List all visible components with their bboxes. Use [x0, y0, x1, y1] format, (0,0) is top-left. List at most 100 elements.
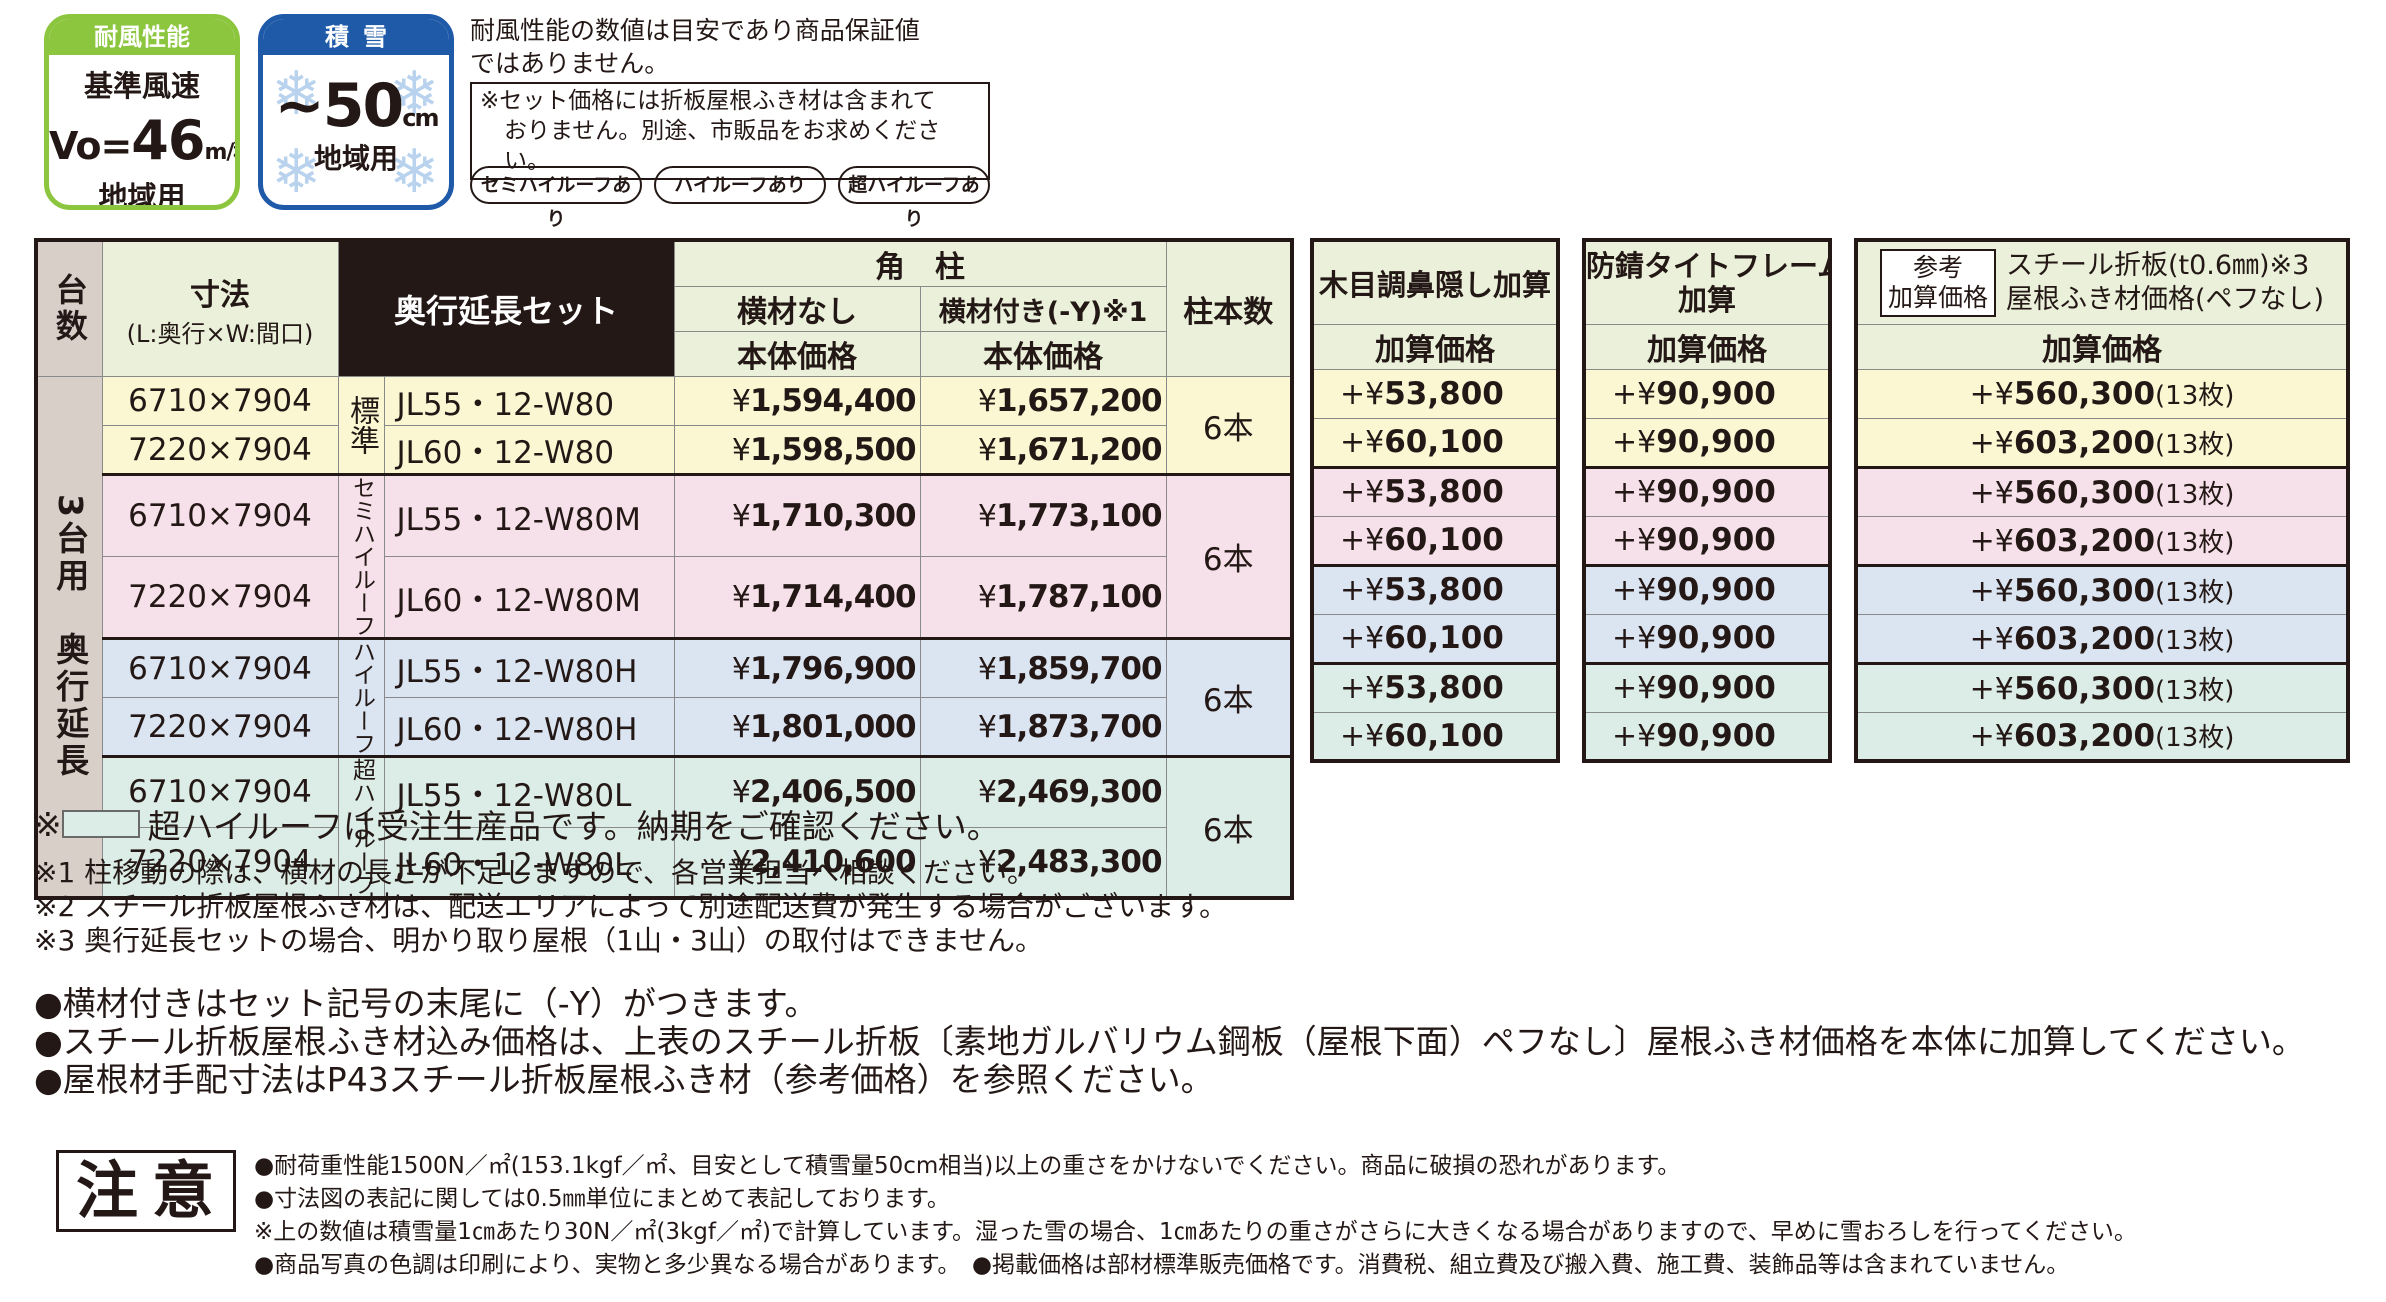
steel_table-value-cell: +¥560,300(13枚) [1855, 368, 2349, 419]
header-with-yokozai: 横材付き(-Y)※1 [919, 286, 1167, 332]
price-cell: ¥1,594,400 [673, 376, 921, 426]
table-row: +¥53,800 [1311, 661, 1559, 713]
wood_table-value-cell: +¥60,100 [1311, 613, 1559, 664]
steel_table-value-cell: +¥603,200(13枚) [1855, 515, 2349, 566]
table-row: +¥60,100 [1311, 711, 1559, 762]
price-value: 1,657,200 [995, 383, 1163, 419]
table-row: +¥90,900 [1583, 417, 1831, 468]
steel-title2: 屋根ふき材価格(ペフなし) [2005, 283, 2325, 315]
steel-title: 参考 加算価格 スチール折板(t0.6㎜)※3 屋根ふき材価格(ペフなし) [1855, 239, 2349, 325]
header-size-sub: (L:奥行×W:間口) [126, 319, 314, 348]
plus-yen-sign: +¥ [1612, 425, 1657, 460]
wood_table-value-cell: +¥53,800 [1311, 368, 1559, 419]
table-row: +¥603,200(13枚) [1855, 613, 2349, 664]
wind-badge-line1: 基準風速 [83, 69, 200, 103]
plus-yen-sign: +¥ [1969, 573, 2014, 609]
caution-line-4: ●商品写真の色調は印刷により、実物と多少異なる場合があります。 ●掲載価格は部材… [254, 1252, 2070, 1278]
snowflake-icon: ❄ [389, 137, 440, 207]
rust-sub: 加算価格 [1583, 323, 1831, 370]
add-price-value: 90,900 [1656, 375, 1776, 412]
price-cell: ¥2,410,600 [673, 826, 921, 899]
price-y-cell: ¥1,671,200 [919, 425, 1167, 475]
table-row: +¥90,900 [1583, 613, 1831, 664]
price-value: 1,796,900 [749, 650, 917, 687]
steel_table-value-cell: +¥560,300(13枚) [1855, 563, 2349, 615]
group-label-cell: ハイルーフ [337, 637, 385, 757]
add-price-value: 60,100 [1384, 424, 1504, 460]
wind-badge-speed: Vo=46m/秒 [49, 109, 235, 172]
steel-ref-box: 参考 加算価格 [1879, 248, 1996, 317]
snow-unit: cm [402, 104, 439, 132]
table-row: +¥90,900 [1583, 661, 1831, 713]
rust-title: 防錆タイトフレーム 加算 [1583, 239, 1831, 325]
steel_table-value-cell: +¥560,300(13枚) [1855, 661, 2349, 713]
rust_table-value-cell: +¥90,900 [1583, 417, 1831, 468]
price-value: 1,801,000 [749, 708, 917, 745]
table-row: +¥560,300(13枚) [1855, 368, 2349, 419]
plus-yen-sign: +¥ [1340, 475, 1385, 510]
rust_table-value-cell: +¥90,900 [1583, 711, 1831, 762]
plus-yen-sign: +¥ [1969, 475, 2014, 511]
yen-sign: ¥ [977, 844, 997, 880]
size-cell: 7220×7904 [101, 425, 339, 475]
steel_table-value-cell: +¥603,200(13枚) [1855, 613, 2349, 664]
table-row: 3台用 奥行延長 6710×7904 標準 JL55・12-W80 ¥1,594,400… [35, 376, 1293, 899]
add-price-value: 603,200 [2013, 424, 2156, 461]
pill-semi-high-roof: セミハイルーフあり [470, 166, 642, 230]
pill-high-roof: ハイルーフあり [654, 166, 826, 204]
wood_table-value-cell: +¥53,800 [1311, 563, 1559, 615]
table-row: 6710×7904 ハイルーフ JL55・12-W80H ¥1,796,900 ¥1,8… [36, 637, 1293, 757]
size-cell: 6710×7904 [101, 376, 339, 426]
yen-sign: ¥ [731, 499, 751, 534]
plus-yen-sign: +¥ [1340, 425, 1385, 460]
price-value: 2,469,300 [995, 774, 1163, 811]
plus-yen-sign: +¥ [1340, 523, 1385, 558]
plus-yen-sign: +¥ [1340, 621, 1385, 656]
yen-sign: ¥ [731, 775, 751, 811]
steel-ref2: 加算価格 [1887, 282, 1988, 312]
bullet-notes: ●横材付きはセット記号の末尾に（-Y）がつきます。 ●スチール折板屋根ふき材込み… [34, 985, 2305, 1099]
wood-title: 木目調鼻隠し加算 [1311, 239, 1559, 325]
yen-sign: ¥ [977, 384, 997, 419]
price-value: 1,594,400 [749, 383, 917, 419]
add-price-value: 603,200 [2013, 522, 2156, 559]
table-row: +¥603,200(13枚) [1855, 417, 2349, 468]
pillar-count-cell: 6本 [1165, 637, 1293, 757]
price-y-cell: ¥1,773,100 [919, 473, 1167, 557]
snow-value: ~50 [274, 71, 404, 141]
table-row: 7220×7904 JL60・12-W80M ¥1,714,400 ¥1,787,10… [36, 556, 1293, 639]
sheet-count: (13枚) [2155, 527, 2235, 558]
price-value: 2,483,300 [995, 843, 1163, 880]
rust_table-value-cell: +¥90,900 [1583, 613, 1831, 664]
roof-notice-line1: ※セット価格には折板屋根ふき材は含まれて [480, 88, 936, 114]
wind-disclaimer: 耐風性能の数値は目安であり商品保証値 ではありません。 [470, 14, 920, 80]
roof-notice-line2: おりません。別途、市販品をお求めください。 [504, 118, 941, 174]
plus-yen-sign: +¥ [1969, 523, 2014, 559]
table-row: +¥53,800 [1311, 563, 1559, 615]
pillar-count-cell: 6本 [1165, 755, 1293, 899]
add-price-value: 53,800 [1384, 572, 1504, 608]
set-code-cell: JL55・12-W80 [383, 376, 675, 426]
price-value: 2,410,600 [749, 843, 917, 880]
add-price-value: 603,200 [2013, 718, 2156, 755]
side-label: 3台用 奥行延長 [50, 493, 90, 780]
wood_table-value-cell: +¥60,100 [1311, 515, 1559, 566]
group-label-cell: セミハイルーフ [337, 473, 385, 639]
steel_table-value-cell: +¥603,200(13枚) [1855, 711, 2349, 762]
wood_table-value-cell: +¥53,800 [1311, 465, 1559, 517]
bullet-1: ●横材付きはセット記号の末尾に（-Y）がつきます。 [34, 984, 818, 1023]
set-code-cell: JL55・12-W80L [383, 755, 675, 828]
plus-yen-sign: +¥ [1340, 718, 1385, 754]
set-code-cell: JL55・12-W80H [383, 637, 675, 698]
header-units: 台数 [35, 239, 103, 377]
add-price-value: 90,900 [1656, 522, 1776, 558]
yen-sign: ¥ [731, 844, 751, 880]
footnote-1: ※1 柱移動の際は、横材の長さが不足しますので、各営業担当へ相談ください。 [34, 856, 1036, 889]
plus-yen-sign: +¥ [1969, 377, 2014, 412]
add-price-value: 90,900 [1656, 424, 1776, 460]
price-cell: ¥1,801,000 [673, 697, 921, 757]
plus-yen-sign: +¥ [1612, 523, 1657, 558]
table-row: 7220×7904 JL60・12-W80L ¥2,410,600 ¥2,483,30… [36, 826, 1293, 899]
rust_table-value-cell: +¥90,900 [1583, 515, 1831, 566]
rust_table-value-cell: +¥90,900 [1583, 661, 1831, 713]
